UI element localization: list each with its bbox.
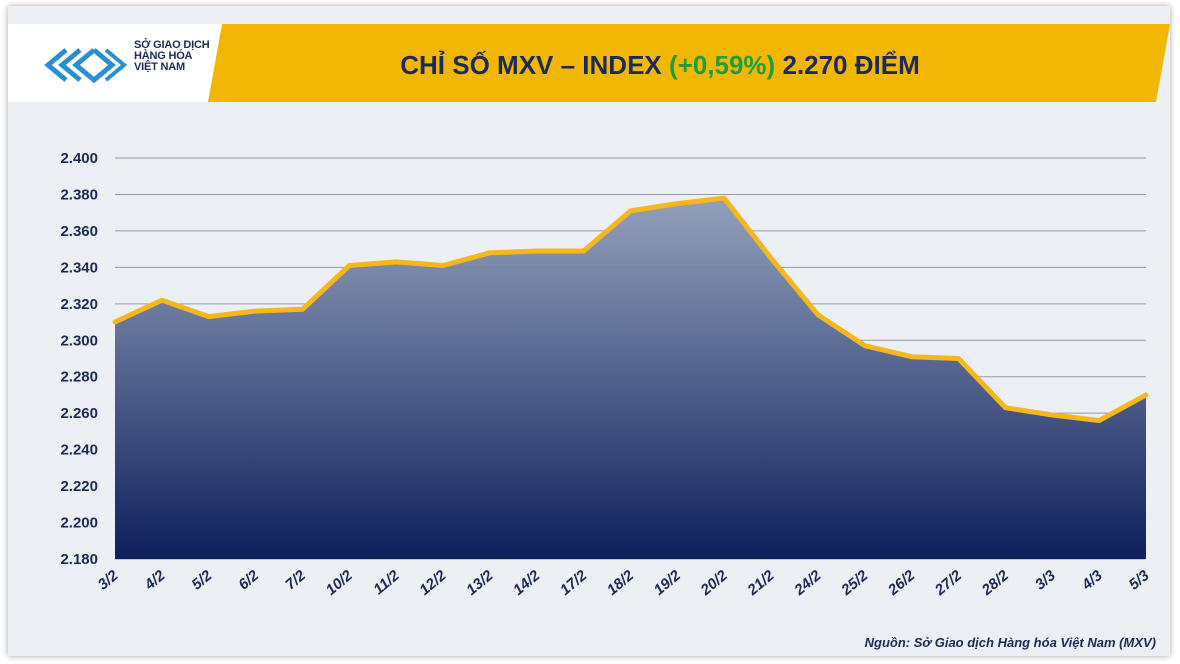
x-tick-label: 17/2	[557, 567, 591, 599]
y-tick-label: 2.220	[60, 478, 98, 495]
x-tick-label: 24/2	[790, 567, 825, 600]
logo-line-3: VIỆT NAM	[134, 61, 185, 73]
y-tick-label: 2.300	[60, 332, 98, 349]
banner-white-strip	[8, 24, 222, 102]
source-note: Nguồn: Sở Giao dịch Hàng hóa Việt Nam (M…	[864, 635, 1156, 650]
logo-text: SỞ GIAO DỊCH HÀNG HÓA VIỆT NAM	[134, 39, 210, 73]
x-tick-label: 21/2	[744, 567, 779, 600]
y-tick-label: 2.380	[60, 186, 98, 203]
area-fill	[115, 198, 1146, 559]
x-tick-label: 11/2	[370, 567, 403, 598]
logo-line-1: SỞ GIAO DỊCH	[134, 39, 210, 51]
title-change: (+0,59%)	[668, 50, 776, 80]
x-tick-label: 4/2	[141, 567, 169, 594]
x-tick-label: 27/2	[931, 567, 966, 600]
y-tick-label: 2.200	[60, 515, 98, 532]
x-tick-label: 18/2	[604, 567, 638, 599]
title-value: 2.270 ĐIỂM	[782, 50, 920, 80]
x-tick-label: 14/2	[510, 567, 544, 599]
x-tick-label: 3/2	[95, 567, 122, 594]
chart-frame: 2.400 2.380 2.360 2.340 2.320 2.300 2.280 2.260…	[8, 6, 1170, 656]
x-tick-label: 12/2	[416, 567, 450, 599]
y-tick-label: 2.260	[60, 405, 98, 422]
x-tick-label: 19/2	[651, 567, 685, 599]
x-tick-label: 5/3	[1126, 567, 1153, 594]
x-tick-label: 10/2	[323, 567, 357, 599]
x-tick-label: 28/2	[978, 567, 1013, 600]
y-axis: 2.400 2.380 2.360 2.340 2.320 2.300 2.280 2.260…	[60, 150, 98, 568]
y-tick-label: 2.400	[60, 150, 98, 167]
x-tick-label: 3/3	[1032, 567, 1059, 594]
x-tick-label: 26/2	[884, 567, 919, 600]
x-tick-label: 4/3	[1078, 567, 1106, 594]
y-tick-label: 2.360	[60, 223, 98, 240]
x-axis: 3/2 4/2 5/2 6/2 7/2 10/2 11/2 12/2 13/2 14/2 17/2 1…	[95, 567, 1153, 600]
x-tick-label: 20/2	[697, 567, 732, 600]
chart-svg: 2.400 2.380 2.360 2.340 2.320 2.300 2.280 2.260…	[8, 23, 1170, 600]
y-tick-label: 2.340	[60, 259, 98, 276]
series-line	[112, 195, 1149, 423]
x-tick-label: 13/2	[463, 567, 497, 599]
banner-yellow	[194, 24, 1170, 102]
y-tick-label: 2.240	[60, 442, 98, 459]
banner-divider	[220, 23, 238, 103]
logo-line-2: HÀNG HÓA	[134, 50, 193, 62]
logo-icon	[44, 48, 128, 84]
y-tick-label: 2.320	[60, 296, 98, 313]
x-tick-label: 6/2	[235, 567, 262, 594]
x-tick-label: 7/2	[282, 567, 309, 594]
title-prefix: CHỈ SỐ MXV – INDEX	[400, 50, 662, 80]
y-tick-label: 2.280	[60, 369, 98, 386]
chart-title: CHỈ SỐ MXV – INDEX (+0,59%) 2.270 ĐIỂM	[240, 50, 1080, 81]
x-tick-label: 25/2	[837, 567, 872, 600]
x-tick-label: 5/2	[188, 567, 215, 594]
y-tick-label: 2.180	[60, 551, 98, 568]
